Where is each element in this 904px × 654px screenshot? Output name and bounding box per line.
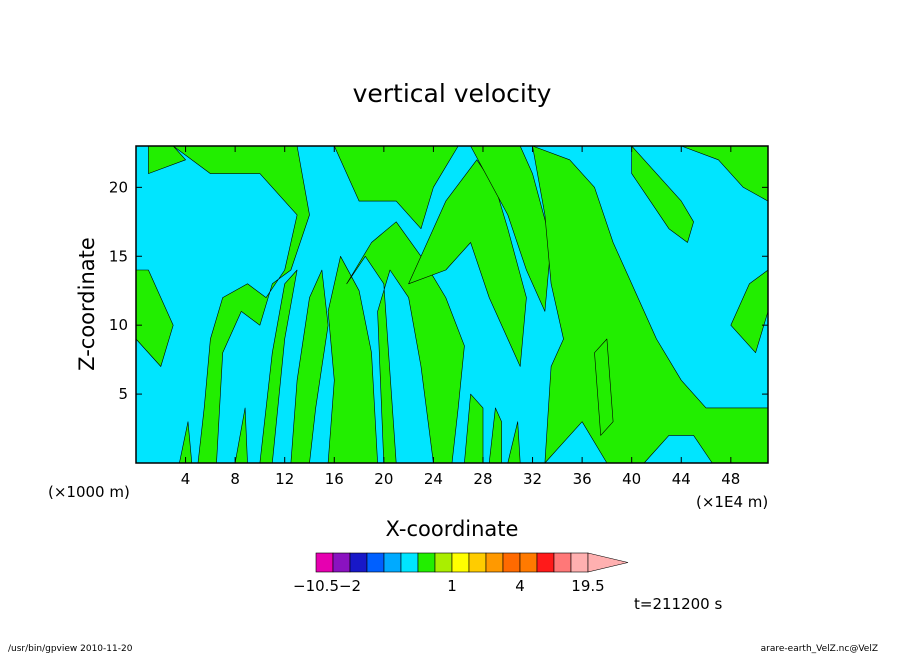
contour-region (290, 269, 329, 464)
colorbar-bin (349, 552, 368, 573)
y-tick-label: 10 (109, 316, 128, 334)
x-tick-label: 44 (672, 470, 691, 488)
colorbar-bin (451, 552, 470, 573)
colorbar-bin (570, 552, 589, 573)
x-tick-label: 4 (181, 470, 191, 488)
contour-region (408, 159, 527, 367)
x-tick-label: 28 (473, 470, 492, 488)
colorbar-bin (485, 552, 504, 573)
contour-region (346, 221, 465, 464)
colorbar-label: −10.5 (293, 577, 339, 595)
colorbar-bin (332, 552, 351, 573)
colorbar-bin (417, 552, 436, 573)
colorbar-bin (536, 552, 555, 573)
colorbar-bin (519, 552, 538, 573)
time-label: t=211200 s (634, 595, 722, 613)
x-tick-label: 36 (573, 470, 592, 488)
x-axis-ticks: 4 8 12 16 20 24 28 32 36 40 44 48 (181, 146, 740, 488)
colorbar-label: 4 (515, 577, 525, 595)
chart-title: vertical velocity (353, 79, 552, 108)
contour-regions (135, 145, 769, 464)
contour-region (172, 145, 310, 464)
colorbar-bin (383, 552, 402, 573)
x-units-right: (×1E4 m) (696, 493, 768, 511)
contour-region (327, 256, 378, 464)
plot-frame (135, 145, 769, 464)
colorbar-bin (400, 552, 419, 573)
contour-region (594, 338, 614, 436)
y-tick-label: 5 (118, 385, 128, 403)
y-axis-label: Z-coordinate (75, 237, 99, 371)
x-tick-label: 8 (230, 470, 240, 488)
x-axis-label: X-coordinate (386, 517, 519, 541)
colorbar-bin (366, 552, 385, 573)
y-tick-label: 20 (109, 178, 128, 196)
colorbar-label: 1 (447, 577, 457, 595)
x-tick-label: 48 (721, 470, 740, 488)
x-tick-label: 16 (325, 470, 344, 488)
contour-region (631, 145, 694, 243)
x-units-left: (×1000 m) (48, 483, 130, 501)
y-axis-ticks: 5 10 15 20 (109, 178, 768, 403)
colorbar-bin (553, 552, 572, 573)
colorbar-bin (502, 552, 521, 573)
x-tick-label: 32 (523, 470, 542, 488)
footer-right: arare-earth_VelZ.nc@VelZ (761, 644, 878, 654)
colorbar-label: −2 (339, 577, 361, 595)
colorbar-bin (315, 552, 334, 573)
contour-region (532, 145, 769, 464)
x-tick-label: 40 (622, 470, 641, 488)
colorbar-bin (434, 552, 453, 573)
colorbar: −10.5 −2 1 4 19.5 (293, 552, 629, 595)
x-tick-label: 24 (424, 470, 443, 488)
y-tick-label: 15 (109, 247, 128, 265)
x-tick-label: 12 (275, 470, 294, 488)
colorbar-bin (468, 552, 487, 573)
x-tick-label: 20 (374, 470, 393, 488)
colorbar-arrow (587, 552, 629, 573)
contour-region (470, 145, 552, 312)
footer-left: /usr/bin/gpview 2010-11-20 (8, 644, 133, 654)
colorbar-label: 19.5 (571, 577, 604, 595)
